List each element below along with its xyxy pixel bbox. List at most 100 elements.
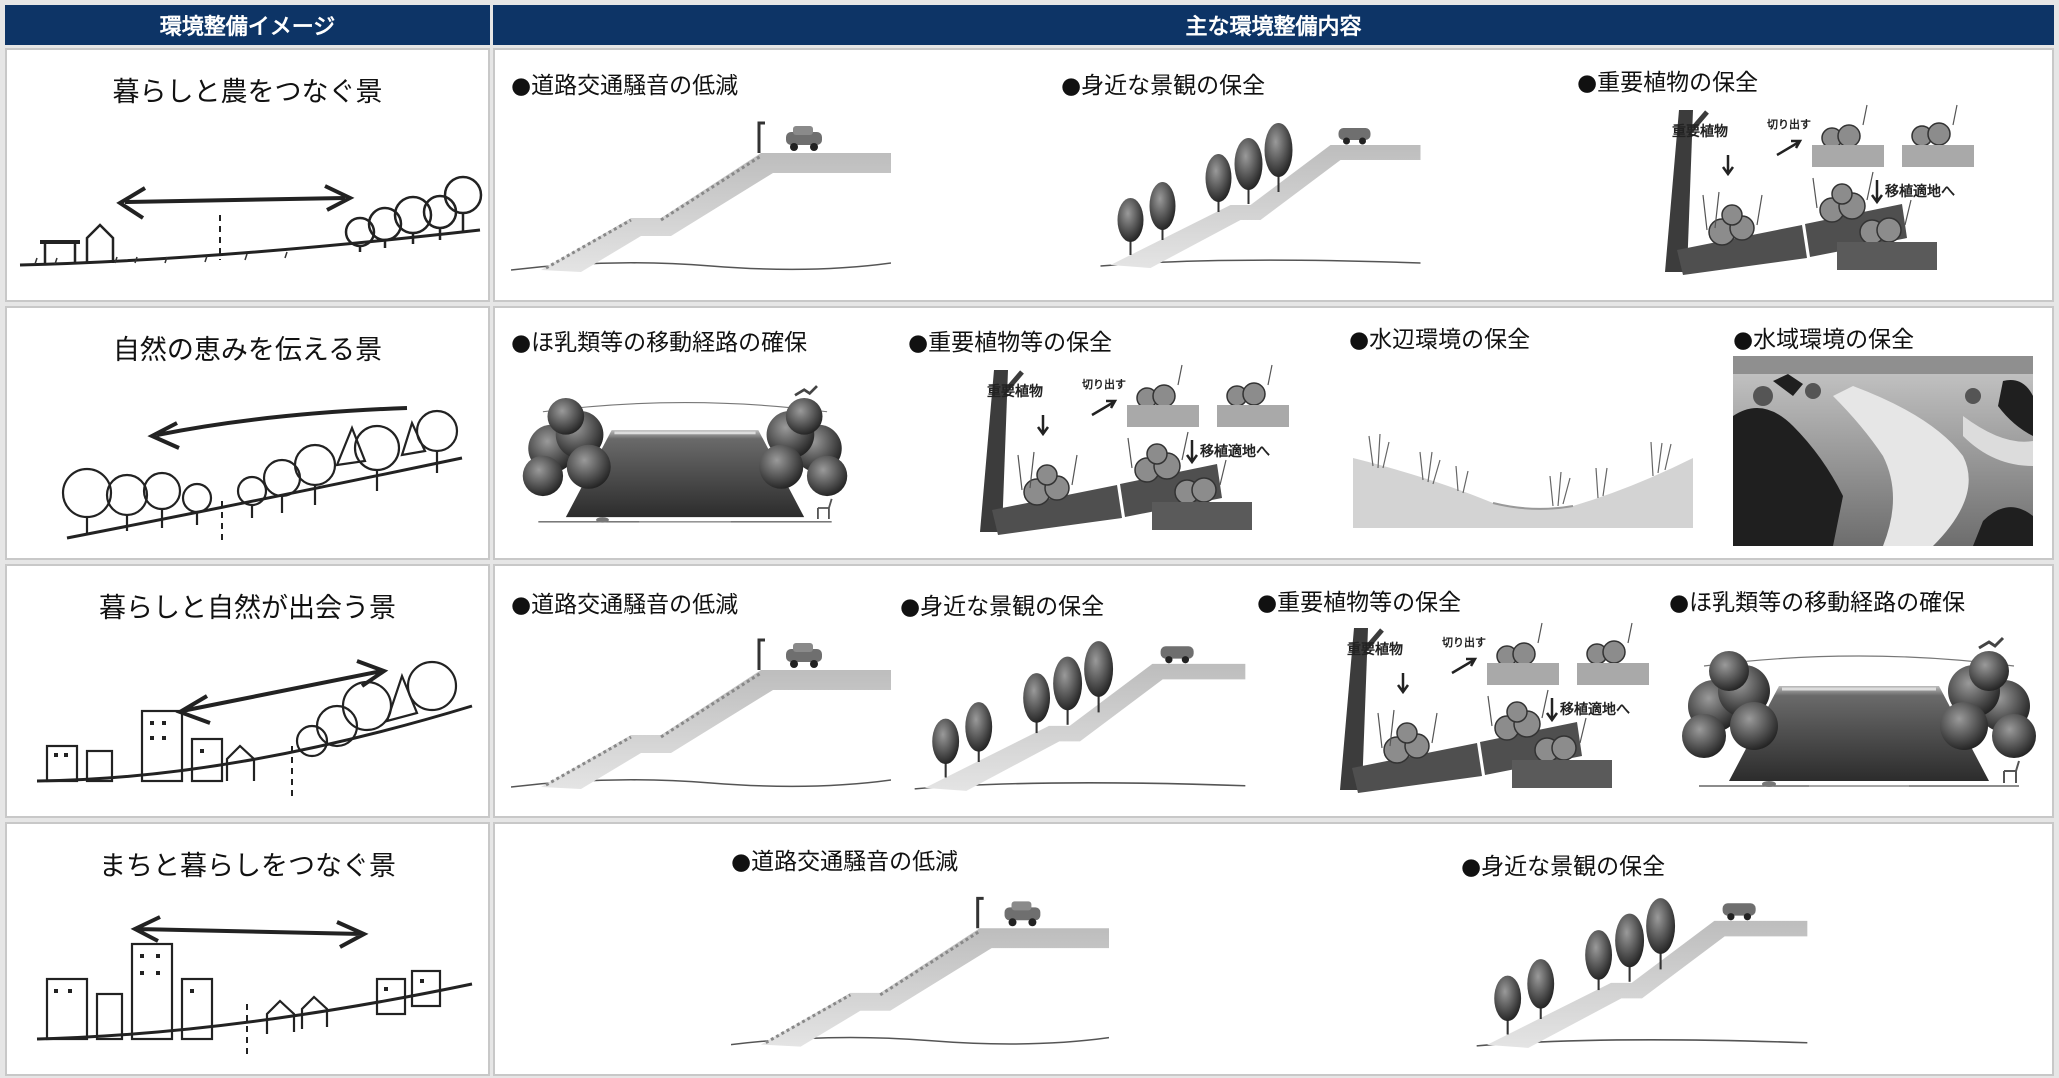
sketch	[36, 659, 473, 801]
illustration	[511, 118, 891, 278]
illustration	[1461, 895, 1823, 1050]
item-title: ●水辺環境の保全	[1349, 327, 1531, 353]
graphic	[66, 456, 463, 540]
illustration	[1099, 120, 1422, 270]
graphic	[384, 987, 388, 991]
graphic	[85, 451, 439, 535]
graphic	[443, 175, 483, 215]
graphic	[162, 721, 166, 725]
illustration	[511, 635, 891, 795]
graphic	[353, 424, 401, 472]
item-title: ●身近な景観の保全	[1461, 854, 1666, 880]
item-title: ●重要植物等の保全	[1257, 590, 1462, 616]
illustration	[1679, 626, 2039, 796]
illustration: 重要植物 切り出す 移植適地へ	[1626, 100, 1988, 275]
illustration	[1733, 356, 2033, 546]
graphic	[375, 977, 407, 1016]
graphic	[406, 660, 458, 712]
graphic	[36, 704, 473, 783]
item-title: ●道路交通騒音の低減	[731, 849, 959, 875]
diagram-label: 重要植物	[1672, 123, 1728, 140]
graphic	[200, 749, 204, 753]
graphic	[420, 979, 424, 983]
diagram-label: 切り出す	[1082, 377, 1126, 391]
graphic	[130, 915, 369, 949]
illustration	[731, 893, 1109, 1053]
row-label-cell: まちと暮らしをつなぐ景	[5, 822, 490, 1076]
diagram-label: 重要植物	[987, 383, 1043, 400]
item-title: ●道路交通騒音の低減	[511, 592, 739, 618]
graphic	[410, 969, 442, 1008]
graphic	[344, 175, 483, 252]
graphic	[162, 736, 166, 740]
row-label-cell: 暮らしと自然が出会う景	[5, 564, 490, 818]
graphic	[19, 228, 481, 267]
row-label: 暮らしと農をつなぐ景	[112, 77, 383, 108]
sketch	[61, 406, 463, 543]
graphic	[45, 977, 89, 1041]
graphic	[1353, 434, 1693, 528]
sketch	[19, 175, 483, 267]
graphic	[1682, 638, 2036, 787]
graphic	[393, 195, 433, 235]
item-title: ●身近な景観の保全	[1061, 73, 1266, 99]
row-label: 暮らしと自然が出会う景	[99, 593, 396, 624]
graphic	[61, 409, 459, 535]
graphic	[95, 992, 124, 1041]
row-label-cell: 暮らしと農をつなぐ景	[5, 48, 490, 302]
header-left: 環境整備イメージ	[5, 5, 490, 45]
graphic	[731, 898, 1109, 1046]
graphic	[358, 213, 465, 252]
graphic	[45, 744, 79, 783]
diagram-label: 重要植物	[1347, 641, 1403, 658]
graphic	[64, 753, 68, 757]
graphic	[45, 942, 442, 1041]
graphic	[156, 954, 160, 958]
graphic	[190, 737, 224, 783]
item-title: ●水域環境の保全	[1733, 327, 1915, 353]
graphic	[1477, 898, 1808, 1048]
header-right: 主な環境整備内容	[493, 5, 2054, 45]
graphic	[180, 977, 214, 1041]
graphic	[511, 123, 891, 272]
illustration: 重要植物 切り出す 移植適地へ	[941, 360, 1303, 535]
illustration	[520, 368, 850, 538]
graphic	[385, 672, 419, 723]
sketch	[36, 915, 473, 1059]
graphic	[124, 196, 346, 204]
row-label: 自然の恵みを伝える景	[112, 335, 383, 366]
graphic	[156, 971, 160, 975]
graphic	[36, 982, 473, 1041]
graphic	[150, 721, 154, 725]
item-title: ●道路交通騒音の低減	[511, 73, 739, 99]
item-title: ●重要植物の保全	[1577, 70, 1759, 96]
graphic	[1733, 356, 2033, 546]
illustration: 重要植物 切り出す 移植適地へ	[1301, 618, 1663, 793]
row-label: まちと暮らしをつなぐ景	[99, 851, 396, 882]
graphic	[295, 724, 329, 758]
diagram-label: 切り出す	[1767, 117, 1811, 131]
graphic	[293, 443, 337, 487]
graphic	[341, 680, 393, 732]
graphic	[265, 995, 329, 1034]
graphic	[140, 709, 184, 783]
graphic	[54, 989, 58, 993]
diagram-label: 移植適地へ	[1560, 701, 1630, 718]
item-title: ●重要植物等の保全	[908, 330, 1113, 356]
graphic	[181, 482, 213, 514]
graphic	[150, 736, 154, 740]
graphic	[315, 704, 359, 748]
diagram-label: 移植適地へ	[1200, 443, 1270, 460]
item-title: ●ほ乳類等の移動経路の確保	[511, 330, 808, 356]
graphic	[54, 721, 204, 757]
illustration	[1353, 418, 1693, 528]
illustration	[900, 638, 1260, 793]
graphic	[147, 406, 408, 450]
graphic	[54, 753, 58, 757]
graphic	[54, 954, 424, 993]
graphic	[34, 251, 288, 265]
row-items-cell	[493, 822, 2054, 1076]
graphic	[915, 641, 1246, 791]
graphic	[105, 473, 149, 517]
